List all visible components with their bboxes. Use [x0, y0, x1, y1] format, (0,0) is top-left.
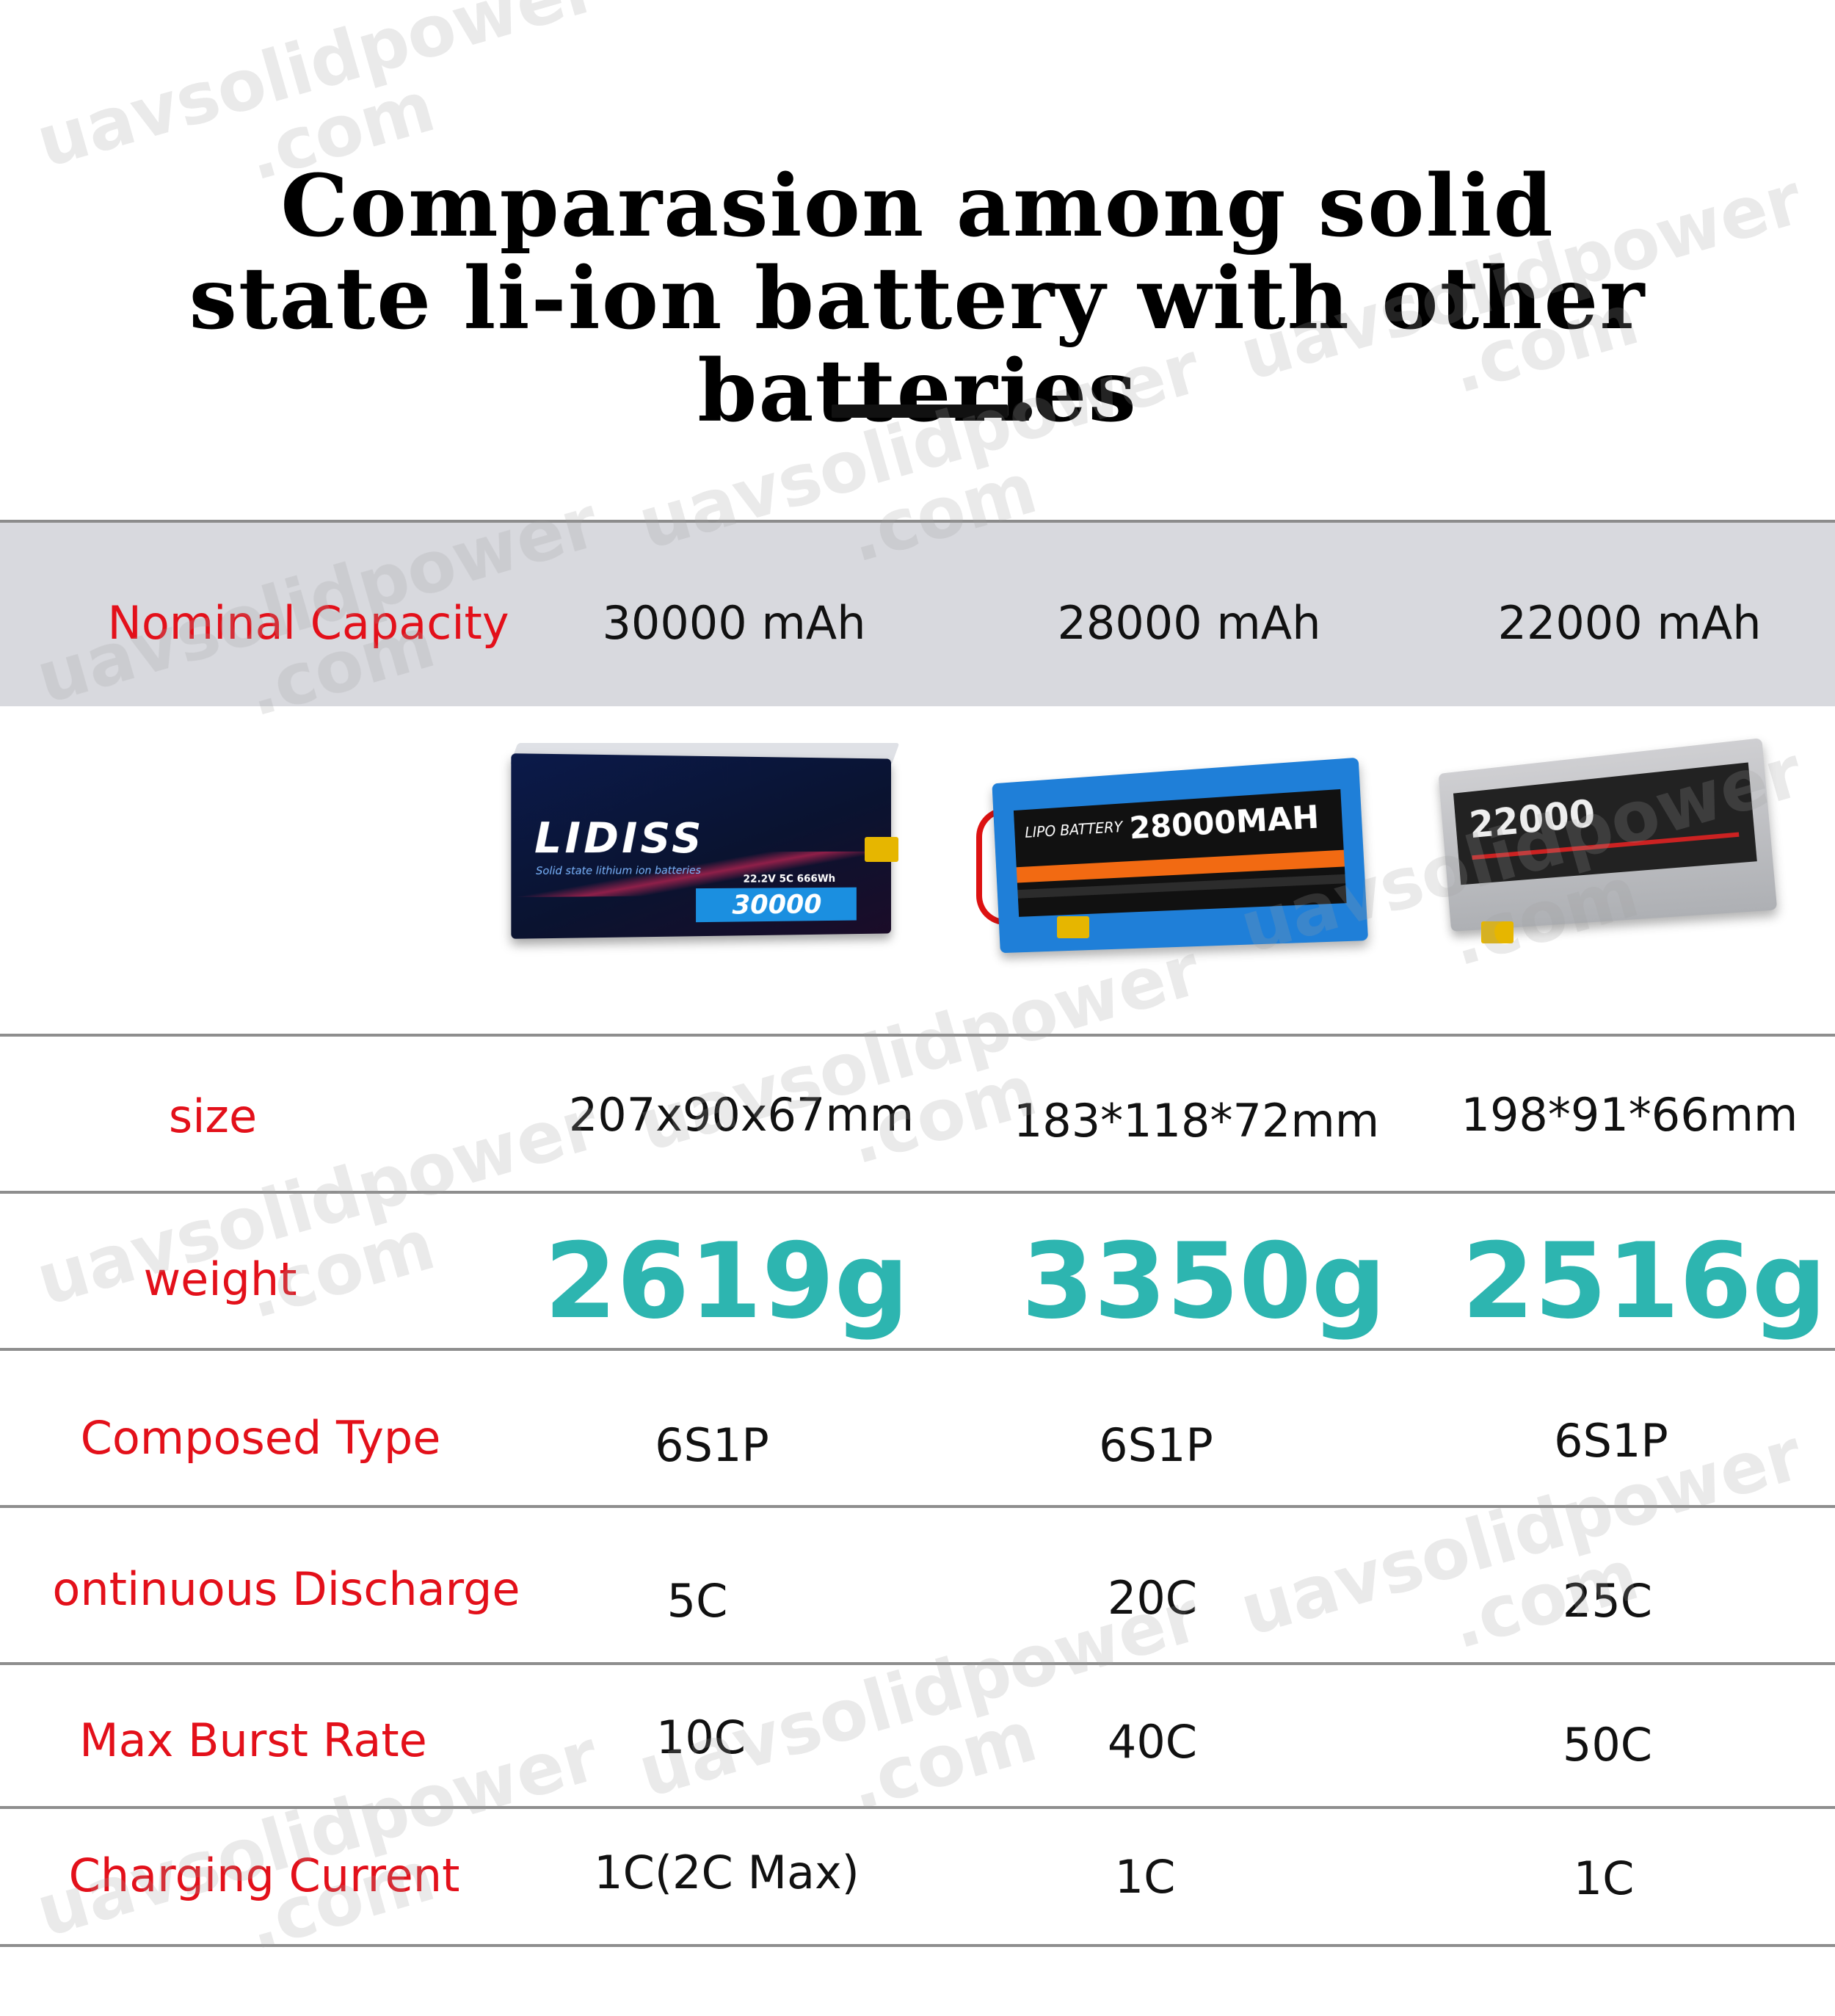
weight-value-3: 2516g	[1461, 1226, 1828, 1336]
battery-1-spec: 22.2V 5C 666Wh	[743, 873, 835, 885]
charging-value-1: 1C(2C Max)	[543, 1828, 910, 1916]
size-value-1: 207x90x67mm	[543, 1070, 940, 1159]
row-label-weight: weight	[29, 1235, 411, 1323]
page-title: Comparasion among solid state li-ion bat…	[0, 160, 1835, 438]
battery-2-capacity: 28000MAH	[1129, 798, 1320, 846]
row-label-size: size	[29, 1072, 396, 1160]
size-value-2: 183*118*72mm	[998, 1076, 1395, 1164]
capacity-value-3: 22000 mAh	[1439, 579, 1820, 667]
row-divider	[0, 1348, 1835, 1351]
composed-value-1: 6S1P	[528, 1401, 895, 1489]
composed-value-3: 6S1P	[1428, 1396, 1795, 1484]
battery-image-1: LIDISS Solid state lithium ion batteries…	[511, 753, 891, 939]
composed-value-2: 6S1P	[973, 1401, 1340, 1489]
battery-2-type: LIPO BATTERY	[1025, 818, 1123, 841]
row-divider	[0, 1806, 1835, 1809]
charging-value-3: 1C	[1420, 1834, 1787, 1922]
row-divider	[0, 1944, 1835, 1947]
discharge-value-2: 20C	[969, 1553, 1336, 1642]
discharge-value-1: 5C	[514, 1556, 881, 1645]
battery-3-capacity: 22000	[1468, 792, 1597, 847]
capacity-value-2: 28000 mAh	[998, 579, 1380, 667]
battery-1-capacity: 30000	[696, 888, 857, 923]
size-value-3: 198*91*66mm	[1431, 1070, 1828, 1159]
weight-value-1: 2619g	[543, 1226, 910, 1336]
row-divider	[0, 1191, 1835, 1194]
row-divider	[0, 1662, 1835, 1665]
row-divider	[0, 1505, 1835, 1508]
burst-value-1: 10C	[517, 1693, 884, 1781]
row-label-charging-current: Charging Current	[29, 1831, 499, 1919]
battery-image-2: LIPO BATTERY 28000MAH	[992, 758, 1368, 953]
title-underline	[832, 405, 1008, 418]
battery-1-subtitle: Solid state lithium ion batteries	[536, 865, 701, 877]
battery-3-connector	[1481, 921, 1514, 943]
charging-value-2: 1C	[962, 1832, 1329, 1921]
capacity-value-1: 30000 mAh	[543, 579, 925, 667]
battery-1-connector	[865, 837, 898, 862]
title-line-1: Comparasion among solid	[0, 160, 1835, 253]
battery-3-label: 22000	[1453, 762, 1757, 885]
battery-2-label: LIPO BATTERY 28000MAH	[1014, 789, 1347, 917]
burst-value-2: 40C	[969, 1697, 1336, 1785]
battery-image-3: 22000	[1439, 738, 1778, 932]
burst-value-3: 50C	[1424, 1700, 1791, 1788]
row-label-composed-type: Composed Type	[29, 1393, 492, 1482]
battery-2-connector	[1057, 916, 1089, 938]
title-dot	[1013, 402, 1032, 421]
weight-value-2: 3350g	[1020, 1226, 1387, 1336]
discharge-value-3: 25C	[1424, 1556, 1791, 1645]
row-label-max-burst-rate: Max Burst Rate	[29, 1696, 477, 1784]
row-label-continuous-discharge: ontinuous Discharge	[29, 1545, 543, 1633]
row-divider	[0, 1034, 1835, 1037]
battery-1-brand: LIDISS	[534, 814, 705, 863]
row-label-nominal-capacity: Nominal Capacity	[29, 579, 587, 667]
